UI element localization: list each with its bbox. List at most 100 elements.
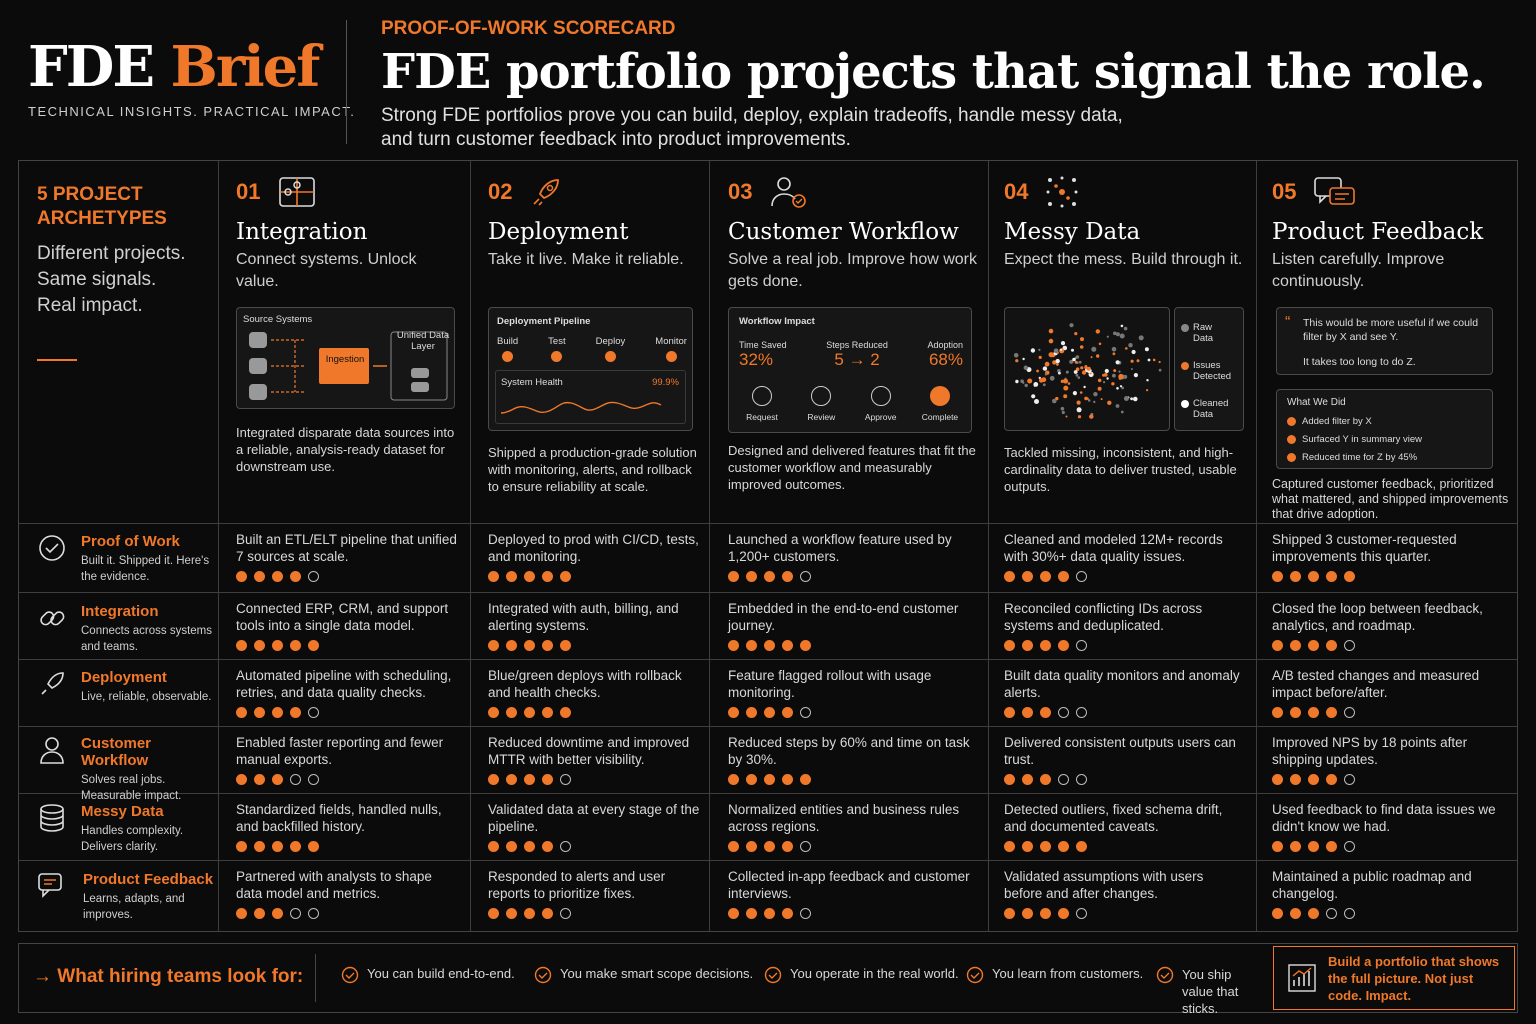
ingestion-label: Ingestion (325, 354, 365, 365)
integration-diagram-card: Source Systems Ingestion Unified Data La… (236, 307, 455, 409)
chat-icon (38, 873, 62, 898)
scatter-point (1075, 367, 1080, 371)
column-title: Integration (236, 219, 368, 245)
score-cell: Reconciled conflicting IDs across system… (1004, 600, 1244, 651)
scatter-point (1058, 371, 1061, 375)
feedback-quote: It takes too long to do Z. (1303, 356, 1416, 368)
score-cell-text: Improved NPS by 18 points after shipping… (1272, 735, 1468, 767)
workflow-impact-card: Workflow Impact Time Saved 32% Steps Redu… (728, 307, 972, 433)
scatter-point (1015, 379, 1019, 384)
footer-item-label: You learn from customers. (992, 966, 1144, 981)
score-dot-filled (272, 640, 283, 651)
scatter-point (1133, 373, 1138, 378)
score-dot-empty (1076, 908, 1087, 919)
score-dot-filled (236, 640, 247, 651)
workflow-step: Review (807, 412, 836, 422)
scatter-point (1130, 368, 1133, 370)
score-dot-filled (254, 841, 265, 852)
score-dot-filled (1326, 640, 1337, 651)
footer-item: You learn from customers. (966, 966, 1143, 984)
scatter-point (1042, 383, 1046, 387)
scatter-point (1072, 357, 1076, 362)
score-dot-filled (1308, 908, 1319, 919)
score-dot-filled (782, 640, 793, 651)
legend-item: Raw Data (1193, 322, 1214, 344)
metric-label: Steps Reduced (826, 340, 888, 350)
scatter-point (1079, 391, 1083, 394)
scatter-point (1112, 373, 1116, 378)
score-dot-filled (542, 774, 553, 785)
score-dot-filled (746, 841, 757, 852)
footer-item: You make smart scope decisions. (534, 966, 753, 984)
score-cell: Deployed to prod with CI/CD, tests, and … (488, 531, 703, 582)
scatter-point (1095, 329, 1100, 334)
check-circle-icon (764, 966, 782, 984)
scatter-point (1052, 398, 1057, 404)
integration-flow-diagram (249, 331, 448, 401)
score-cell: Maintained a public roadmap and changelo… (1272, 868, 1507, 919)
score-cell-text: Partnered with analysts to shape data mo… (236, 869, 432, 901)
health-sparkline (501, 401, 662, 414)
scatter-point (1120, 410, 1124, 414)
score-dots (1272, 841, 1507, 852)
scatter-point (1118, 370, 1121, 373)
score-dot-filled (728, 841, 739, 852)
score-dot-filled (1022, 908, 1033, 919)
scatter-point (1077, 376, 1081, 379)
scatter-point (1076, 407, 1082, 413)
scatter-point (1052, 360, 1057, 365)
check-circle-icon (1156, 966, 1174, 984)
score-dot-filled (272, 774, 283, 785)
score-dot-filled (1058, 908, 1069, 919)
score-dot-filled (764, 707, 775, 718)
column-number: 01 (236, 179, 261, 204)
score-dot-empty (1058, 707, 1069, 718)
score-cell: A/B tested changes and measured impact b… (1272, 667, 1507, 718)
scatter-point (1073, 370, 1078, 374)
score-dot-filled (524, 908, 535, 919)
scatter-point (1091, 346, 1097, 352)
score-cell: Normalized entities and business rules a… (728, 801, 983, 852)
metric-value: 68% (928, 350, 963, 369)
score-dot-filled (524, 571, 535, 582)
column-deployment: 02 Deployment Take it live. Make it reli… (488, 177, 703, 271)
scatter-point (1131, 349, 1136, 355)
score-dot-filled (524, 707, 535, 718)
score-cell: Built an ETL/ELT pipeline that unified 7… (236, 531, 461, 582)
row-subtitle: Built it. Shipped it. Here's the evidenc… (81, 555, 210, 583)
feedback-quote-card: “ This would be more useful if we could … (1276, 307, 1493, 375)
metric-value: 5 → 2 (834, 350, 880, 369)
check-circle-icon (341, 966, 359, 984)
score-cell: Reduced downtime and improved MTTR with … (488, 734, 703, 785)
score-cell: Improved NPS by 18 points after shipping… (1272, 734, 1507, 785)
score-dot-empty (1076, 640, 1087, 651)
score-dot-filled (290, 707, 301, 718)
scatter-point (1015, 359, 1019, 363)
score-cell: Reduced steps by 60% and time on task by… (728, 734, 983, 785)
scatter-point (1063, 385, 1069, 391)
score-dot-filled (728, 707, 739, 718)
row-subtitle: Solves real jobs. Measurable impact. (81, 774, 182, 802)
score-dot-empty (1344, 707, 1355, 718)
what-we-did-item: Added filter by X (1302, 416, 1372, 427)
score-dot-filled (782, 774, 793, 785)
row-name: Deployment (81, 669, 167, 686)
scatter-point (1103, 373, 1108, 377)
score-dots (1272, 571, 1507, 582)
score-dot-filled (560, 707, 571, 718)
score-dots (728, 774, 983, 785)
scatter-point (1093, 392, 1098, 397)
row-label-proof-of-work: Proof of Work Built it. Shipped it. Here'… (37, 533, 216, 585)
scatter-point (1013, 353, 1019, 358)
score-dots (728, 640, 983, 651)
archetypes-line: Different projects. (37, 243, 186, 264)
score-cell-text: Collected in-app feedback and customer i… (728, 869, 970, 901)
score-cell-text: Validated assumptions with users before … (1004, 869, 1204, 901)
pipeline-stage: Build (497, 336, 519, 347)
score-cell: Detected outliers, fixed schema drift, a… (1004, 801, 1244, 852)
score-dot-filled (254, 908, 265, 919)
score-dot-filled (290, 841, 301, 852)
score-dot-filled (488, 571, 499, 582)
brand-tagline: TECHNICAL INSIGHTS. PRACTICAL IMPACT. (28, 104, 356, 119)
score-cell: Embedded in the end-to-end customer jour… (728, 600, 983, 651)
